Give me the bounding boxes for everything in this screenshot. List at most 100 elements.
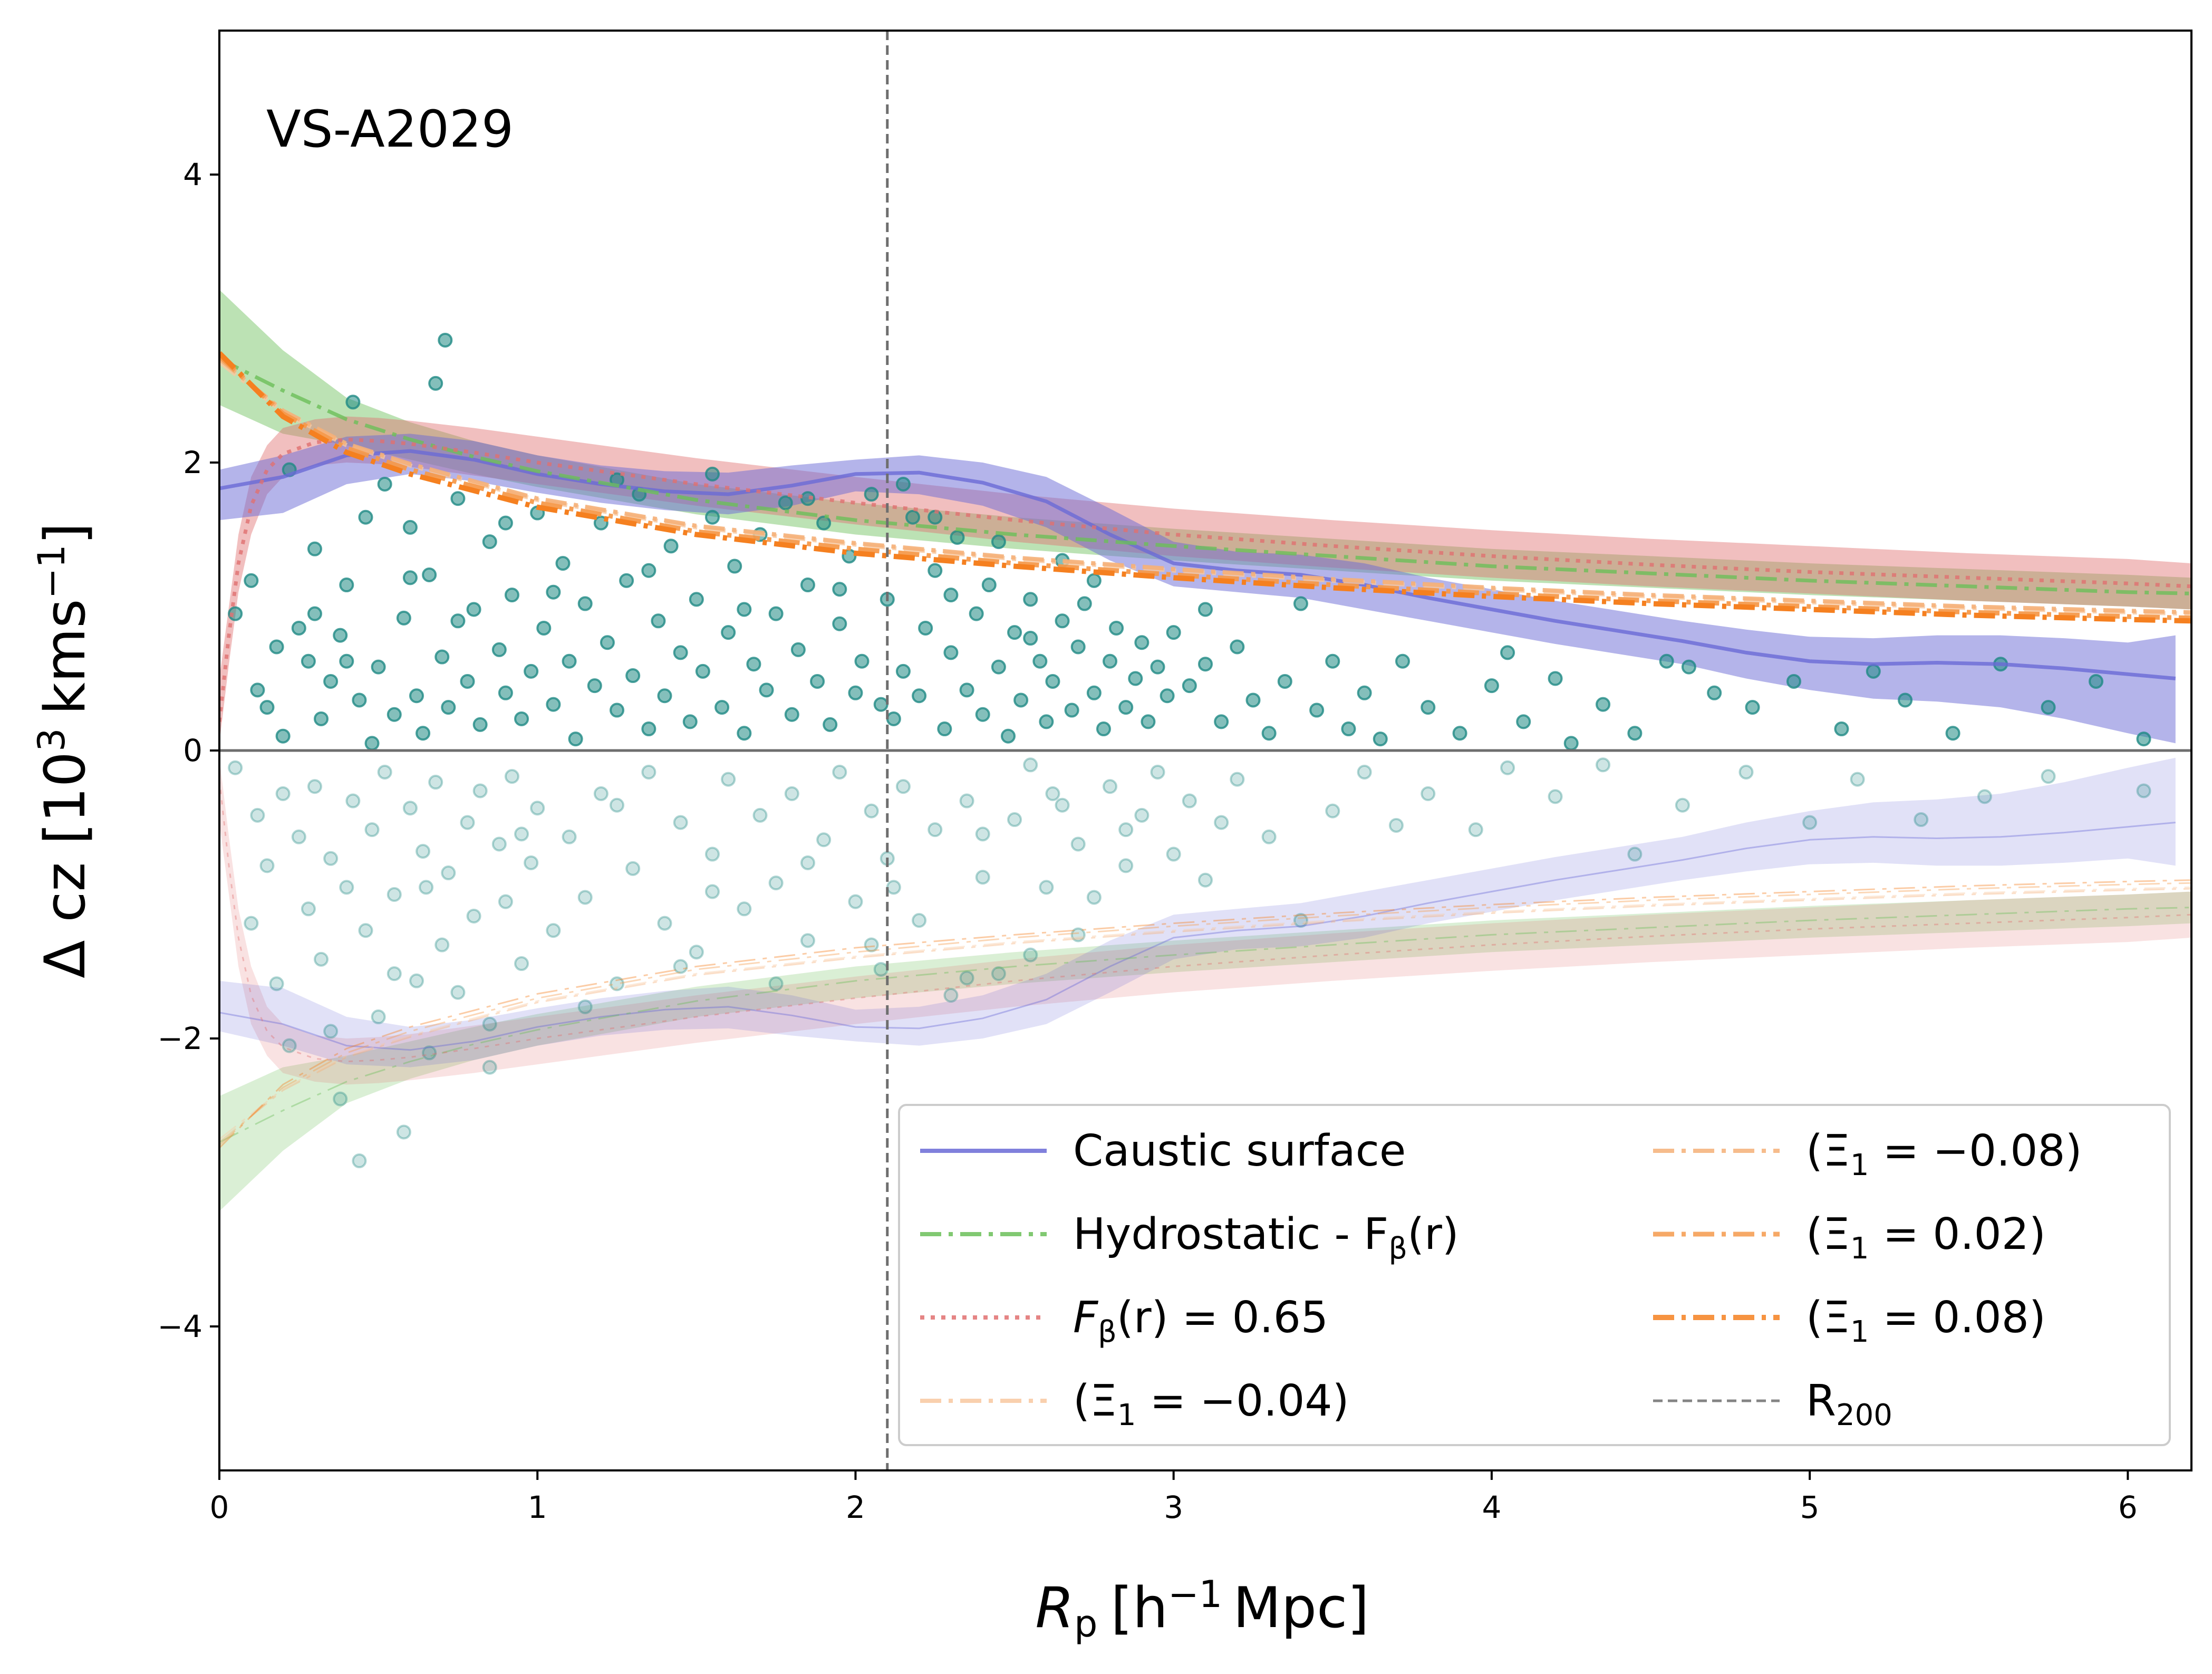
galaxy-point [1357,685,1372,700]
galaxy-point [1118,822,1134,838]
galaxy-point [1086,573,1102,588]
galaxy-point [721,772,736,787]
galaxy-point [1039,880,1054,895]
galaxy-point [752,807,768,823]
galaxy-point [352,692,367,708]
galaxy-point [714,700,730,715]
galaxy-point [816,515,832,531]
model-curves [219,351,2191,1149]
galaxy-point [1198,602,1213,617]
galaxy-point [1341,721,1356,737]
galaxy-point [491,642,507,657]
galaxy-point [657,688,672,704]
galaxy-point [577,890,593,905]
galaxy-point [1045,786,1060,801]
galaxy-point [498,685,513,700]
galaxy-point [387,707,402,722]
xi_m008-curve-lower [219,888,2191,1143]
galaxy-point [498,894,513,909]
galaxy-point [416,726,431,741]
galaxy-point [975,870,990,885]
legend-label-r200: R200 [1806,1376,1892,1432]
galaxy-point [1277,674,1292,689]
galaxy-point [1563,736,1579,751]
galaxy-point [625,861,641,876]
galaxy-point [943,588,959,603]
cluster-annotation: VS-A2029 [266,100,514,159]
fbeta-band-lower [219,757,2191,1085]
galaxy-point [546,697,561,712]
galaxy-point [1086,890,1102,905]
galaxy-point [498,515,513,531]
galaxy-point [314,711,329,726]
galaxy-point [275,786,291,801]
galaxy-point [832,582,847,597]
galaxy-point [562,653,577,669]
galaxy-point [1293,913,1308,928]
galaxy-point [800,855,815,870]
galaxy-point [1421,786,1436,801]
galaxy-point [1945,726,1960,741]
galaxy-point [1261,726,1277,741]
galaxy-point [912,688,927,704]
galaxy-point [768,976,784,992]
galaxy-point [577,596,593,611]
xi_m004-curve-lower [219,886,2191,1140]
galaxy-point [301,901,316,917]
x-axis-label: Rp [h−1 Mpc] [1035,1573,1369,1646]
galaxy-point [1388,817,1404,833]
galaxy-point [587,678,602,694]
galaxy-point [1134,807,1150,823]
galaxy-point [1707,685,1722,700]
galaxy-point [1055,797,1070,813]
xi_008-curve-lower [219,879,2191,1149]
galaxy-point [1134,635,1150,650]
galaxy-point [450,491,466,506]
galaxy-point [428,376,443,391]
galaxy-point [250,807,265,823]
galaxy-point [1325,653,1340,669]
galaxy-point [1064,703,1079,718]
galaxy-point [250,682,265,698]
galaxy-point [1007,625,1022,640]
galaxy-point [377,764,392,780]
galaxy-point [460,815,475,830]
galaxy-point [259,700,275,715]
galaxy-point [895,663,911,679]
galaxy-point [339,578,354,593]
galaxy-point [816,832,832,848]
galaxy-point [1548,789,1563,804]
galaxy-point [1118,858,1134,873]
galaxy-point [928,563,943,578]
galaxy-point [530,801,545,816]
caustic-curve-lower [219,822,2176,1051]
galaxy-point [1070,639,1086,655]
galaxy-point [673,959,688,974]
galaxy-point [737,726,752,741]
galaxy-point [1786,674,1801,689]
galaxy-point [339,880,354,895]
galaxy-point [259,858,275,873]
galaxy-point [873,697,888,712]
galaxy-point [1977,789,1992,804]
galaxy-point [387,966,402,982]
galaxy-point [1309,703,1325,718]
galaxy-point [1023,947,1038,963]
galaxy-point [768,606,784,621]
hydro-curve-lower [219,907,2191,1143]
galaxy-point [2089,674,2104,689]
galaxy-point [1150,764,1165,780]
galaxy-point [269,639,284,655]
y-axis-label-unit-sup: −1 [30,544,73,599]
hydro-curve-upper [219,357,2191,595]
galaxy-point [1077,596,1092,611]
galaxy-point [905,509,921,525]
galaxy-point [482,534,497,550]
galaxy-point [441,700,456,715]
galaxy-point [1013,692,1029,708]
galaxy-point [790,642,806,657]
galaxy-point [371,1009,386,1025]
legend-label-fbeta: Fβ(r) = 0.65 [1073,1293,1328,1349]
galaxy-point [864,937,879,953]
